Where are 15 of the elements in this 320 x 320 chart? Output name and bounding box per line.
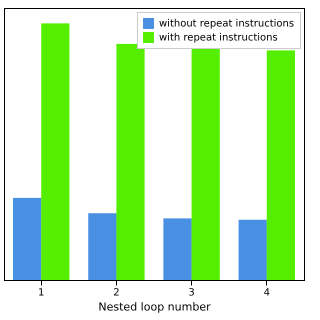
bar: [266, 50, 295, 280]
bar: [88, 213, 116, 280]
x-tick-label: 1: [38, 288, 44, 298]
bar: [13, 198, 42, 280]
bar: [238, 220, 267, 280]
x-tick-label: 3: [188, 288, 195, 298]
x-axis-title: Nested loop number: [98, 300, 212, 314]
bar: [41, 23, 70, 280]
x-tick-label: 4: [264, 288, 270, 298]
bar: [163, 218, 192, 280]
bar: [192, 49, 220, 280]
legend-label: without repeat instructions: [159, 18, 294, 30]
x-tick-label: 2: [113, 288, 120, 298]
bar: [116, 44, 145, 280]
legend-label: with repeat instructions: [159, 32, 278, 44]
